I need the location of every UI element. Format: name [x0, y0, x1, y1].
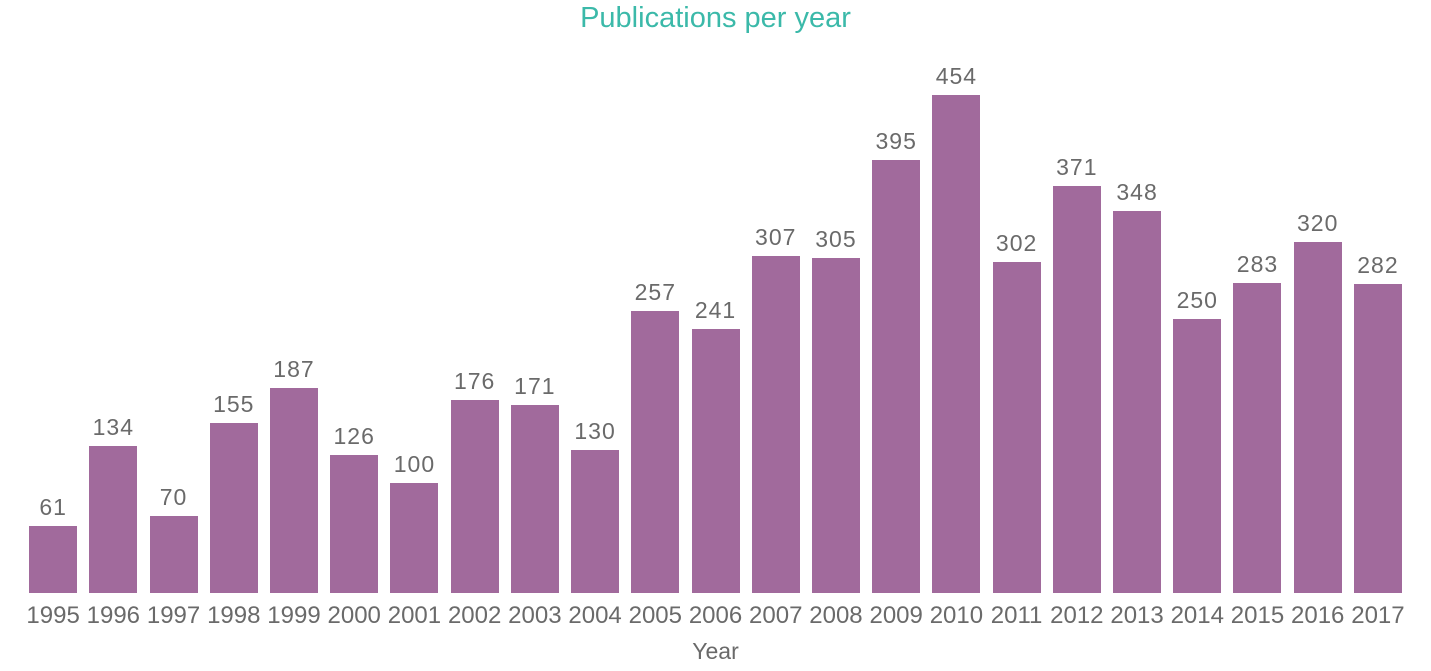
x-tick-label: 2006: [688, 602, 743, 629]
x-tick-label: 2012: [1050, 602, 1104, 629]
bar[interactable]: [450, 400, 499, 593]
bar[interactable]: [932, 95, 981, 593]
bar[interactable]: [631, 311, 680, 593]
bar-value-label: 307: [755, 224, 797, 250]
bar[interactable]: [751, 256, 800, 593]
bar-value-label: 70: [159, 484, 188, 510]
bar[interactable]: [149, 516, 198, 593]
x-tick-label: 2002: [447, 602, 502, 629]
bar[interactable]: [510, 405, 559, 593]
bar[interactable]: [390, 483, 439, 593]
x-tick-label: 2015: [1230, 602, 1285, 629]
x-tick-label: 2007: [749, 602, 803, 629]
bar-column: 130: [565, 55, 625, 593]
bar[interactable]: [89, 446, 138, 593]
bar-column: 241: [685, 55, 745, 593]
bar-value-label: 250: [1176, 287, 1218, 313]
bar[interactable]: [269, 388, 318, 593]
bar-value-label: 257: [634, 279, 676, 305]
bar-column: 61: [23, 55, 83, 593]
bar[interactable]: [1353, 284, 1402, 593]
bar-column: 371: [1047, 55, 1107, 593]
bar-column: 171: [505, 55, 565, 593]
bar-column: 454: [926, 55, 986, 593]
bar-value-label: 155: [213, 391, 255, 417]
bar-column: 302: [987, 55, 1047, 593]
bar-value-label: 305: [815, 226, 857, 252]
bar-column: 176: [445, 55, 505, 593]
bar[interactable]: [691, 329, 740, 593]
x-tick-label: 1999: [267, 602, 321, 629]
bar[interactable]: [330, 455, 379, 593]
x-tick-label: 1996: [86, 602, 141, 629]
bar-column: 70: [143, 55, 203, 593]
x-tick-label: 2010: [929, 602, 984, 629]
bar[interactable]: [1293, 242, 1342, 593]
bar-column: 126: [324, 55, 384, 593]
bar[interactable]: [1173, 319, 1222, 593]
x-tick-label: 2014: [1170, 602, 1224, 629]
bar-column: 187: [264, 55, 324, 593]
x-tick-label: 2005: [628, 602, 682, 629]
x-tick-label: 2008: [809, 602, 863, 629]
x-tick-label: 2011: [990, 602, 1043, 629]
bar-column: 395: [866, 55, 926, 593]
plot-area: 61 134 70 155 187 126 100 176 171 130 257 241 307 305…: [23, 55, 1408, 593]
bar[interactable]: [209, 423, 258, 593]
bar[interactable]: [1233, 283, 1282, 593]
bar-column: 348: [1107, 55, 1167, 593]
bar-column: 282: [1348, 55, 1408, 593]
bar[interactable]: [872, 160, 921, 593]
bar-column: 320: [1288, 55, 1348, 593]
bar-value-label: 171: [514, 373, 556, 399]
bar-value-label: 126: [333, 423, 375, 449]
bar-value-label: 302: [995, 230, 1038, 256]
bar[interactable]: [29, 526, 78, 593]
bar-column: 257: [625, 55, 685, 593]
x-tick-label: 1997: [146, 602, 201, 629]
bar[interactable]: [992, 262, 1041, 593]
bar-value-label: 61: [39, 494, 67, 520]
bar-value-label: 134: [92, 414, 135, 440]
bar-value-label: 100: [393, 451, 436, 477]
x-tick-label: 2004: [568, 602, 622, 629]
x-tick-label: 2009: [869, 602, 923, 629]
x-tick-label: 2003: [508, 602, 562, 629]
x-tick-label: 2013: [1110, 602, 1164, 629]
bar-value-label: 320: [1297, 210, 1339, 236]
bar-value-label: 187: [273, 356, 315, 382]
bar-value-label: 371: [1056, 154, 1098, 180]
bar[interactable]: [1113, 211, 1162, 593]
bar-value-label: 348: [1116, 179, 1158, 205]
bar-value-label: 454: [935, 63, 978, 89]
bar-column: 155: [204, 55, 264, 593]
bar-value-label: 395: [875, 128, 917, 154]
bar-value-label: 283: [1236, 251, 1279, 277]
bar[interactable]: [571, 450, 620, 593]
bar-value-label: 130: [574, 418, 616, 444]
x-axis-title: Year: [692, 638, 739, 664]
chart-title: Publications per year: [580, 2, 851, 34]
bar[interactable]: [811, 258, 860, 593]
bar-value-label: 282: [1357, 252, 1399, 278]
x-axis: 1995 1996 1997 1998 1999 2000 2001 2002 2003 2004…: [23, 602, 1408, 630]
bar-value-label: 176: [453, 368, 496, 394]
bar-column: 307: [746, 55, 806, 593]
bar-column: 134: [83, 55, 143, 593]
bar-column: 100: [384, 55, 444, 593]
x-tick-label: 2016: [1291, 602, 1345, 629]
x-tick-label: 2017: [1351, 602, 1405, 629]
x-tick-label: 2000: [327, 602, 381, 629]
x-tick-label: 2001: [387, 602, 442, 629]
bar-column: 283: [1227, 55, 1287, 593]
bar-value-label: 241: [694, 297, 737, 323]
bar-column: 250: [1167, 55, 1227, 593]
bar[interactable]: [1052, 186, 1101, 593]
bar-column: 305: [806, 55, 866, 593]
x-tick-label: 1995: [26, 602, 80, 629]
x-tick-label: 1998: [207, 602, 261, 629]
